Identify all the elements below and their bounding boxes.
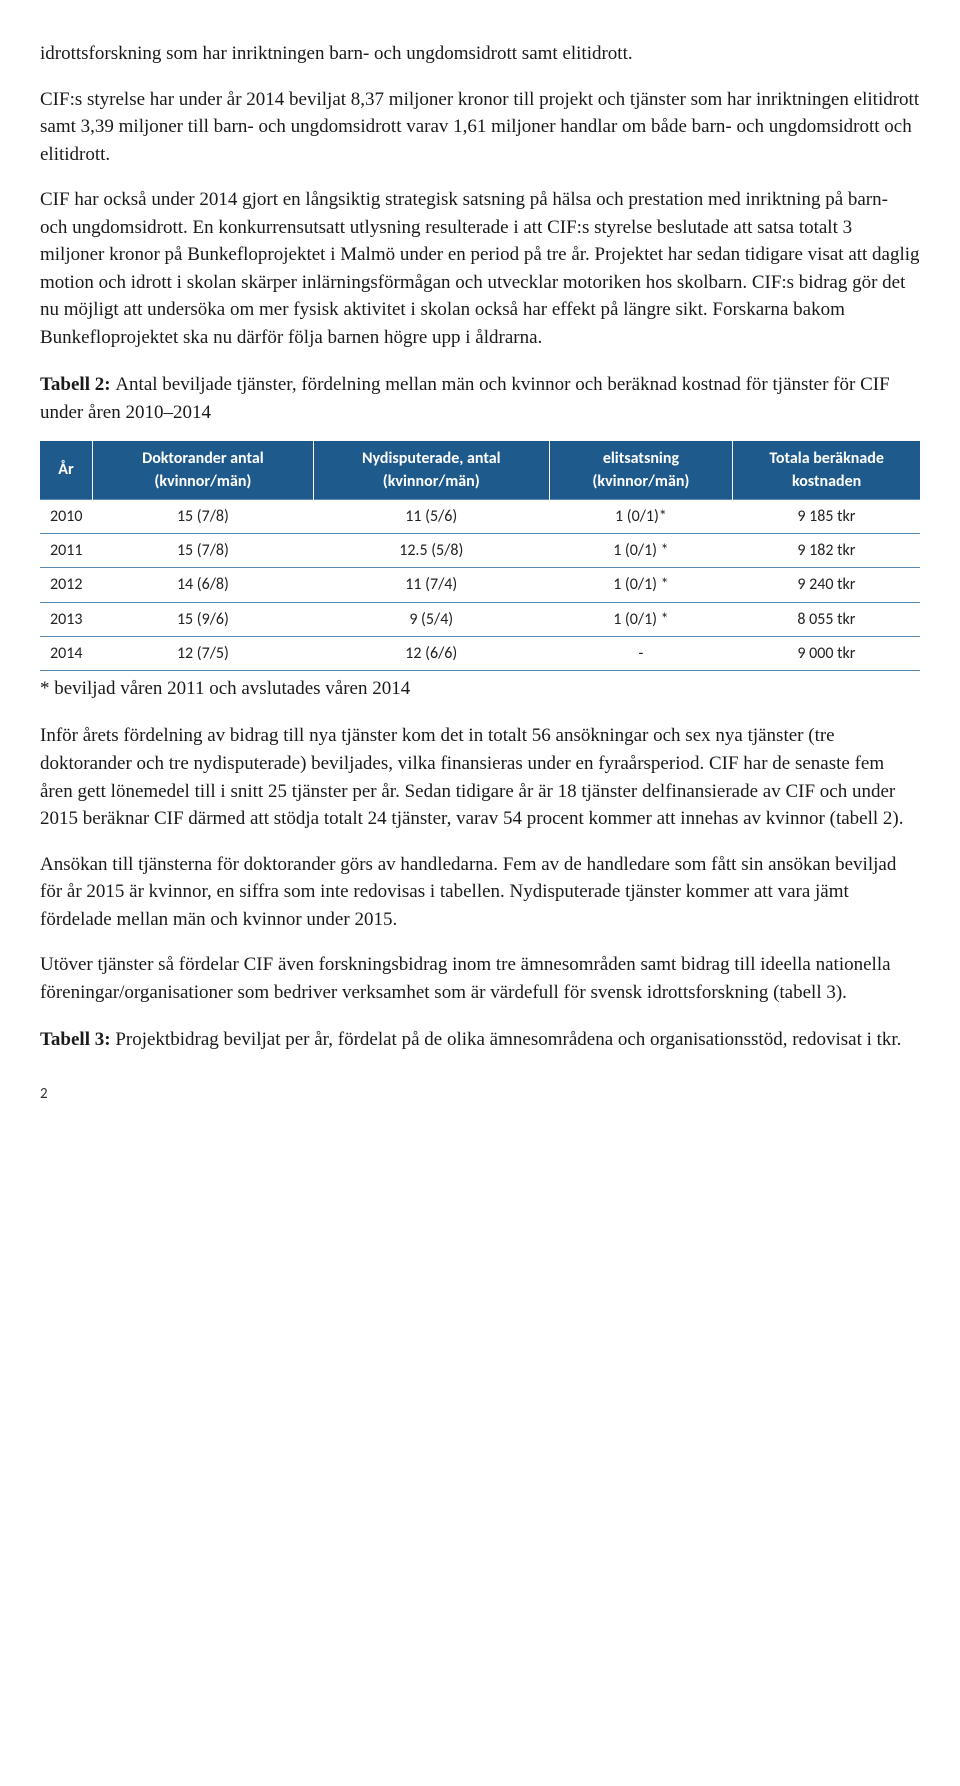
table2-caption: Tabell 2: Antal beviljade tjänster, förd… xyxy=(40,371,920,426)
cell: 2010 xyxy=(40,499,92,533)
page-number: 2 xyxy=(40,1084,920,1106)
table3-caption-text: Projektbidrag beviljat per år, fördelat … xyxy=(115,1029,901,1050)
cell: 15 (7/8) xyxy=(92,499,313,533)
cell: 15 (7/8) xyxy=(92,534,313,568)
table3-caption: Tabell 3: Projektbidrag beviljat per år,… xyxy=(40,1026,920,1054)
cell: 9 000 tkr xyxy=(733,636,920,670)
table-header-row: År Doktorander antal (kvinnor/män) Nydis… xyxy=(40,441,920,500)
cell: 15 (9/6) xyxy=(92,602,313,636)
cell: 14 (6/8) xyxy=(92,568,313,602)
table-row: 2013 15 (9/6) 9 (5/4) 1 (0/1) * 8 055 tk… xyxy=(40,602,920,636)
cell: - xyxy=(549,636,733,670)
table-row: 2012 14 (6/8) 11 (7/4) 1 (0/1) * 9 240 t… xyxy=(40,568,920,602)
table-row: 2010 15 (7/8) 11 (5/6) 1 (0/1)* 9 185 tk… xyxy=(40,499,920,533)
paragraph-3: CIF har också under 2014 gjort en långsi… xyxy=(40,186,920,351)
col-doktorander: Doktorander antal (kvinnor/män) xyxy=(92,441,313,500)
cell: 12 (6/6) xyxy=(313,636,549,670)
table2-caption-label: Tabell 2: xyxy=(40,374,115,395)
table-row: 2014 12 (7/5) 12 (6/6) - 9 000 tkr xyxy=(40,636,920,670)
cell: 1 (0/1) * xyxy=(549,602,733,636)
cell: 8 055 tkr xyxy=(733,602,920,636)
cell: 2012 xyxy=(40,568,92,602)
paragraph-6: Utöver tjänster så fördelar CIF även for… xyxy=(40,951,920,1006)
cell: 2011 xyxy=(40,534,92,568)
table3-caption-label: Tabell 3: xyxy=(40,1029,115,1050)
paragraph-5: Ansökan till tjänsterna för doktorander … xyxy=(40,851,920,934)
table-row: 2011 15 (7/8) 12.5 (5/8) 1 (0/1) * 9 182… xyxy=(40,534,920,568)
cell: 12 (7/5) xyxy=(92,636,313,670)
paragraph-1: idrottsforskning som har inriktningen ba… xyxy=(40,40,920,68)
cell: 9 (5/4) xyxy=(313,602,549,636)
col-elitsatsning: elitsatsning (kvinnor/män) xyxy=(549,441,733,500)
table2-footnote: * beviljad våren 2011 och avslutades vår… xyxy=(40,675,920,703)
cell: 11 (5/6) xyxy=(313,499,549,533)
cell: 9 185 tkr xyxy=(733,499,920,533)
cell: 2013 xyxy=(40,602,92,636)
cell: 1 (0/1) * xyxy=(549,568,733,602)
paragraph-4: Inför årets fördelning av bidrag till ny… xyxy=(40,722,920,832)
cell: 2014 xyxy=(40,636,92,670)
cell: 1 (0/1)* xyxy=(549,499,733,533)
col-totala: Totala beräknade kostnaden xyxy=(733,441,920,500)
cell: 9 182 tkr xyxy=(733,534,920,568)
table-2: År Doktorander antal (kvinnor/män) Nydis… xyxy=(40,441,920,671)
col-nydisputerade: Nydisputerade, antal (kvinnor/män) xyxy=(313,441,549,500)
paragraph-2: CIF:s styrelse har under år 2014 bevilja… xyxy=(40,86,920,169)
col-year: År xyxy=(40,441,92,500)
cell: 9 240 tkr xyxy=(733,568,920,602)
table-body: 2010 15 (7/8) 11 (5/6) 1 (0/1)* 9 185 tk… xyxy=(40,499,920,670)
cell: 1 (0/1) * xyxy=(549,534,733,568)
cell: 12.5 (5/8) xyxy=(313,534,549,568)
cell: 11 (7/4) xyxy=(313,568,549,602)
table2-caption-text: Antal beviljade tjänster, fördelning mel… xyxy=(40,374,890,423)
